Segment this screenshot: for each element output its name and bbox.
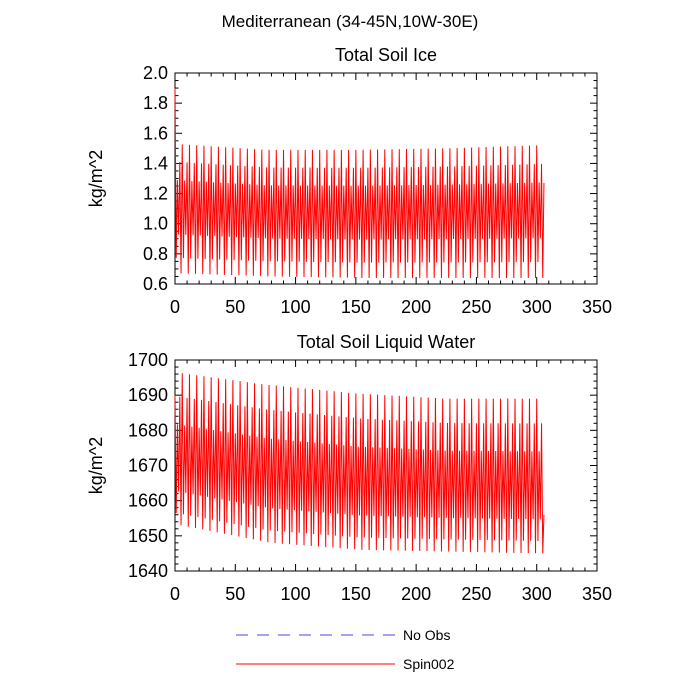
soil-ice-x-tick-label: 150 [341,297,371,317]
soil-ice-panel: Total Soil Ice kg/m^2 0 50 100 150 200 250 300 35… [86,45,612,317]
legend: No Obs Spin002 [236,627,455,672]
soil-liquid-water-x-tick-label: 300 [522,584,552,604]
soil-liquid-water-y-tick-label: 1700 [128,350,168,370]
soil-liquid-water-y-tick-label: 1650 [128,526,168,546]
soil-ice-title: Total Soil Ice [335,45,437,65]
soil-liquid-water-x-tick-label: 150 [341,584,371,604]
soil-liquid-water-y-tick-label: 1670 [128,456,168,476]
soil-liquid-water-x-tick-label: 0 [170,584,180,604]
soil-ice-x-tick-label: 350 [582,297,612,317]
soil-liquid-water-y-tick-label: 1690 [128,385,168,405]
soil-liquid-water-series-spin002 [174,373,545,554]
soil-liquid-water-y-tick-label: 1640 [128,561,168,581]
soil-ice-y-tick-label: 2.0 [143,63,168,83]
soil-liquid-water-y-tick-label: 1660 [128,491,168,511]
soil-liquid-water-title: Total Soil Liquid Water [297,332,475,352]
soil-ice-x-tick-label: 100 [281,297,311,317]
soil-ice-x-tick-label: 200 [401,297,431,317]
page-title: Mediterranean (34-45N,10W-30E) [222,12,479,31]
soil-ice-x-tick-label: 300 [522,297,552,317]
soil-ice-y-tick-label: 1.0 [143,214,168,234]
soil-ice-x-tick-label: 250 [461,297,491,317]
soil-ice-y-axis-label: kg/m^2 [86,150,106,207]
soil-liquid-water-panel: Total Soil Liquid Water kg/m^2 0 50 100 150 20… [86,332,612,604]
soil-ice-series-spin002 [174,88,545,278]
soil-ice-x-tick-label: 0 [170,297,180,317]
soil-liquid-water-x-tick-label: 250 [461,584,491,604]
soil-ice-y-tick-label: 1.2 [143,184,168,204]
soil-ice-y-tick-label: 1.6 [143,123,168,143]
soil-liquid-water-x-tick-label: 350 [582,584,612,604]
soil-liquid-water-x-tick-label: 100 [281,584,311,604]
legend-label-no-obs: No Obs [403,627,450,643]
soil-ice-y-tick-label: 0.6 [143,274,168,294]
soil-ice-y-tick-label: 1.8 [143,93,168,113]
soil-ice-y-tick-label: 0.8 [143,244,168,264]
soil-liquid-water-y-axis-label: kg/m^2 [86,437,106,494]
legend-label-spin002: Spin002 [403,656,455,672]
soil-ice-y-tick-label: 1.4 [143,153,168,173]
soil-liquid-water-y-tick-label: 1680 [128,420,168,440]
soil-liquid-water-x-tick-label: 200 [401,584,431,604]
soil-ice-x-tick-label: 50 [225,297,245,317]
soil-liquid-water-x-tick-label: 50 [225,584,245,604]
